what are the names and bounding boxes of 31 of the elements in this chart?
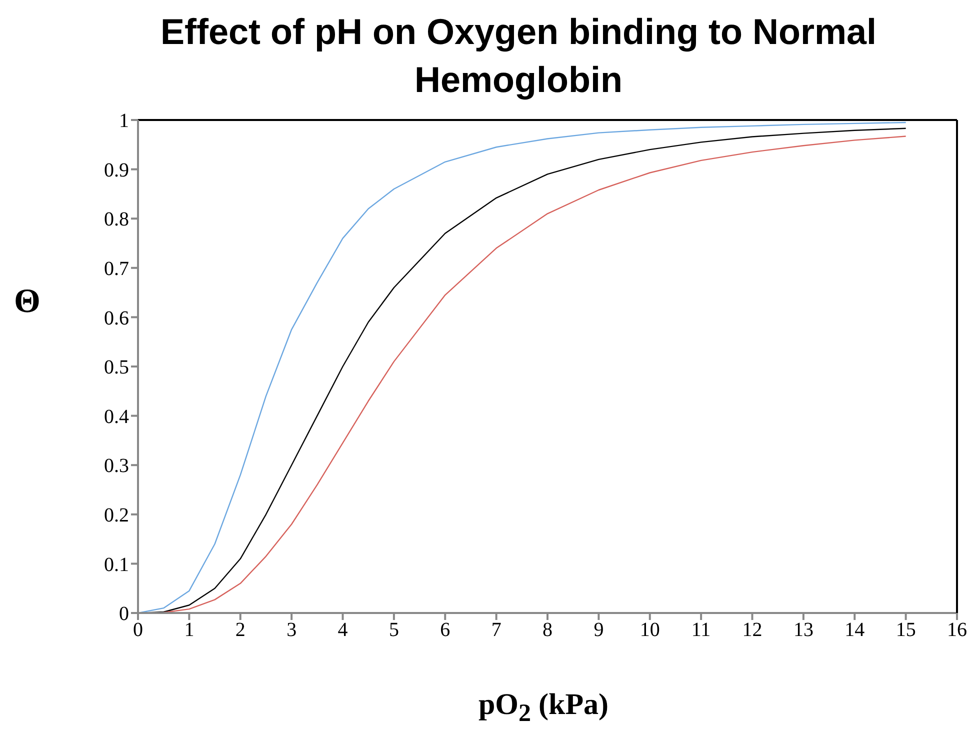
x-tick-label: 16 bbox=[947, 619, 967, 642]
x-tick-label: 9 bbox=[594, 619, 604, 642]
x-tick-label: 14 bbox=[844, 619, 865, 642]
x-tick-label: 8 bbox=[542, 619, 552, 642]
x-tick-label: 12 bbox=[742, 619, 762, 642]
y-tick-label: 0.5 bbox=[104, 356, 129, 379]
x-tick-label: 5 bbox=[388, 619, 399, 642]
x-tick-label: 7 bbox=[491, 619, 502, 642]
x-tick-label: 15 bbox=[896, 619, 916, 642]
y-tick-label: 0.7 bbox=[104, 258, 129, 280]
x-tick-label: 6 bbox=[440, 619, 450, 642]
y-tick-label: 0.4 bbox=[104, 406, 129, 428]
y-tick-label: 0.2 bbox=[104, 504, 129, 526]
x-tick-label: 13 bbox=[793, 619, 814, 642]
y-tick-label: 0.1 bbox=[104, 554, 129, 576]
chart-title: Effect of pH on Oxygen binding to Normal Hemoglobin bbox=[160, 10, 878, 102]
y-tick-label: 0.8 bbox=[104, 208, 129, 231]
x-tick-label: 1 bbox=[184, 619, 194, 642]
x-tick-label: 4 bbox=[338, 619, 348, 642]
y-tick-label: 1 bbox=[119, 110, 129, 132]
x-axis-title: pO$_{2}$ (kPa) bbox=[477, 688, 610, 728]
x-tick-label: 11 bbox=[691, 619, 711, 642]
y-tick-label: 0.3 bbox=[104, 455, 129, 478]
y-axis-title: Θ bbox=[14, 283, 40, 321]
x-tick-label: 3 bbox=[286, 619, 297, 642]
x-tick-label: 10 bbox=[640, 619, 660, 642]
x-tick-label: 0 bbox=[133, 619, 143, 642]
y-tick-label: 0 bbox=[119, 603, 129, 626]
y-tick-label: 0.6 bbox=[104, 307, 129, 330]
y-tick-label: 0.9 bbox=[104, 159, 129, 182]
x-tick-label: 2 bbox=[235, 619, 246, 642]
